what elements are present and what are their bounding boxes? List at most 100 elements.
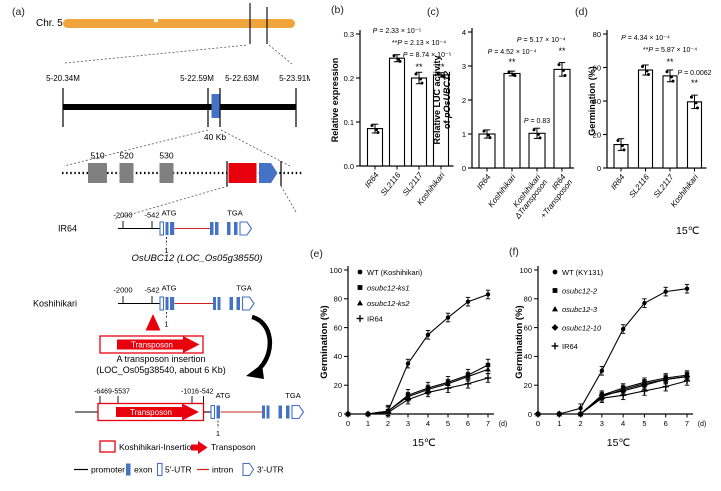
svg-text:2: 2 xyxy=(462,96,466,105)
insertion-detail: (LOC_Os05g38540, about 6 Kb) xyxy=(96,365,226,375)
svg-text:P = 2.33 × 10⁻⁵: P = 2.33 × 10⁻⁵ xyxy=(373,28,422,35)
transposon-label: Transposon xyxy=(131,341,173,350)
svg-text:40: 40 xyxy=(334,352,342,361)
pos-label: -542 xyxy=(144,286,159,295)
svg-text:0: 0 xyxy=(536,419,540,428)
tga-label: TGA xyxy=(236,284,251,293)
svg-text:5: 5 xyxy=(446,419,450,428)
pos-label: -542 xyxy=(144,211,159,220)
svg-text:1: 1 xyxy=(366,419,370,428)
svg-text:0: 0 xyxy=(528,410,532,419)
svg-text:4: 4 xyxy=(462,28,466,37)
transposon-callout: Transposon A transposon insertion (LOC_O… xyxy=(96,314,273,379)
panel-c-chart: 0 1 2 3 4 Relative LUC activity of pOsUBC12 IR6… xyxy=(432,28,574,221)
svg-text:0: 0 xyxy=(462,164,466,173)
svg-text:7: 7 xyxy=(685,419,689,428)
svg-text:Relative expression: Relative expression xyxy=(330,58,340,143)
svg-text:Germination (%): Germination (%) xyxy=(319,305,330,378)
svg-text:3: 3 xyxy=(462,62,466,71)
svg-text:**: ** xyxy=(691,78,699,88)
svg-text:4: 4 xyxy=(426,419,430,428)
coord-label: 5-22.59M xyxy=(180,74,214,83)
atg-label: ATG xyxy=(216,391,231,400)
pos-label: -542 xyxy=(199,389,213,396)
pos-label: -6469 xyxy=(94,389,112,396)
svg-text:**: ** xyxy=(508,57,516,67)
gene-name: OsUBC12 (LOC_Os05g38550) xyxy=(132,253,263,264)
panel-a-label: (a) xyxy=(12,6,25,18)
svg-text:SL2116: SL2116 xyxy=(379,170,403,197)
svg-text:7: 7 xyxy=(486,419,490,428)
tga-label: TGA xyxy=(227,209,242,218)
gene-number: 520 xyxy=(119,151,133,161)
svg-text:IR64: IR64 xyxy=(609,172,627,191)
ir64-gene-model: IR64 -2000 -542 ATG TGA 1 OsUBC12 (LOC_O… xyxy=(58,209,262,265)
utr3-legend-icon xyxy=(242,462,255,477)
svg-text:**: ** xyxy=(437,62,445,72)
gene-530-box xyxy=(159,163,174,183)
panel-c-label: (c) xyxy=(427,6,440,18)
panel-a-legend: Koshihikari-Insertion Transposon promote… xyxy=(74,440,284,477)
svg-text:0.1: 0.1 xyxy=(344,118,354,127)
svg-text:**P = 2.13 × 10⁻⁴: **P = 2.13 × 10⁻⁴ xyxy=(392,40,446,47)
exon-legend-icon xyxy=(126,463,131,476)
panel-e-chart: 0 20 40 60 80 100 0 1 2 3 4 5 6 7 (d) Germination (%) 15… xyxy=(319,266,507,449)
transposon-arrow xyxy=(117,336,200,353)
transposon-arrow xyxy=(116,403,199,421)
svg-text:4: 4 xyxy=(621,419,625,428)
svg-text:5: 5 xyxy=(642,419,646,428)
svg-text:osubc12-ks1: osubc12-ks1 xyxy=(367,283,410,292)
transposon-legend-label: Transposon xyxy=(211,442,256,452)
svg-text:2: 2 xyxy=(578,419,582,428)
atg-label: ATG xyxy=(162,284,177,293)
svg-text:0.3: 0.3 xyxy=(344,30,354,39)
coord-label: 5-22.63M xyxy=(225,74,259,83)
panel-b-label: (b) xyxy=(331,4,344,16)
svg-text:IR64: IR64 xyxy=(367,314,383,323)
svg-text:**: ** xyxy=(558,46,566,56)
curved-arrow xyxy=(251,314,273,370)
svg-text:P = 4.52 × 10⁻⁴: P = 4.52 × 10⁻⁴ xyxy=(488,49,537,56)
panel-f-chart: 0 20 40 60 80 100 0 1 2 3 4 5 6 7 (d) Germination (%) 15… xyxy=(514,266,706,449)
svg-text:60: 60 xyxy=(524,323,532,332)
svg-text:80: 80 xyxy=(593,30,601,39)
utr5-legend-icon xyxy=(156,462,163,477)
svg-text:0.2: 0.2 xyxy=(344,74,354,83)
svg-text:0: 0 xyxy=(597,164,601,173)
region-bar xyxy=(63,104,296,110)
pos-label: -2000 xyxy=(113,211,132,220)
plot: 0 1 2 3 4 Relative LUC activity of pOsUBC12 IR6… xyxy=(432,28,574,221)
svg-text:osubc12-ks2: osubc12-ks2 xyxy=(367,299,410,308)
svg-text:0: 0 xyxy=(338,410,342,419)
svg-text:P = 0.0062: P = 0.0062 xyxy=(677,70,711,77)
svg-text:40: 40 xyxy=(593,97,601,106)
region-map: 5-20.34M 5-22.59M 5-22.63M 5-23.91M 40 K… xyxy=(46,74,310,167)
svg-text:3: 3 xyxy=(600,419,604,428)
svg-text:80: 80 xyxy=(334,295,342,304)
svg-text:1: 1 xyxy=(557,419,561,428)
svg-text:60: 60 xyxy=(593,63,601,72)
transposon-legend-icon xyxy=(191,441,208,454)
svg-text:0.0: 0.0 xyxy=(344,162,354,171)
panel-b-chart: 0.0 0.1 0.2 0.3 Relative expression IR64SL211… xyxy=(330,28,454,207)
region-size-label: 40 Kb xyxy=(204,132,226,142)
panel-f-label: (f) xyxy=(509,246,519,258)
svg-text:osubc12-3: osubc12-3 xyxy=(562,305,598,314)
local-gene-row: 510 520 530 xyxy=(62,151,302,220)
intron-legend-label: intron xyxy=(212,465,234,475)
pos-label: -5537 xyxy=(112,389,130,396)
svg-text:of pOsUBC12: of pOsUBC12 xyxy=(442,71,452,129)
svg-text:2: 2 xyxy=(386,419,390,428)
svg-text:40: 40 xyxy=(524,352,532,361)
svg-text:**: ** xyxy=(415,62,423,72)
svg-text:20: 20 xyxy=(593,130,601,139)
panel-d-label: (d) xyxy=(575,6,588,18)
panel-d-chart: 0 20 40 60 80 Germination (%) IR64 SL2116 SL2117… xyxy=(587,30,712,237)
gene-510-box xyxy=(88,163,107,183)
svg-text:60: 60 xyxy=(334,323,342,332)
insertion-site-triangle xyxy=(145,314,161,331)
svg-text:SL2117: SL2117 xyxy=(652,172,676,199)
gene-number: 530 xyxy=(159,151,173,161)
position-one: 1 xyxy=(216,429,220,438)
